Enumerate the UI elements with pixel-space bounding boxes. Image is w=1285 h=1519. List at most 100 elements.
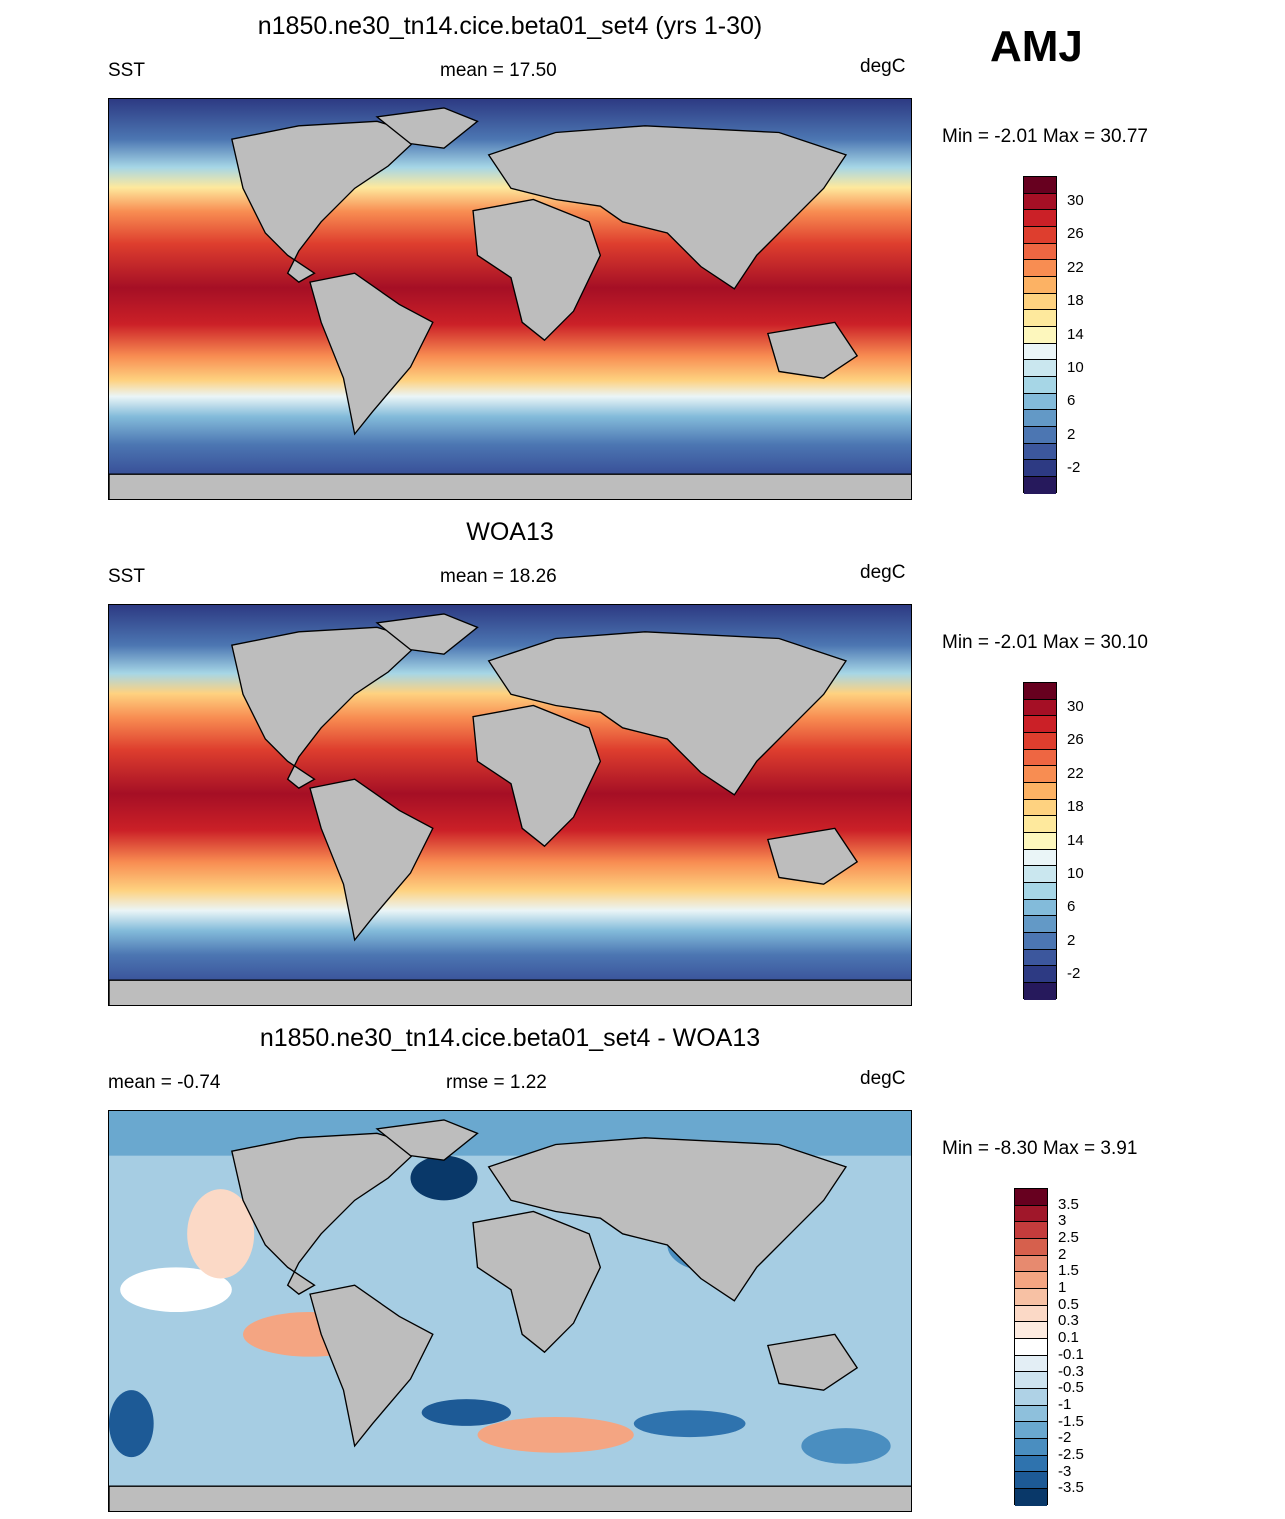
panel-1-variable-label: SST [108, 60, 145, 81]
season-label: AMJ [990, 22, 1083, 71]
colorbar-swatch [1015, 1222, 1047, 1240]
colorbar-swatch [1024, 327, 1056, 344]
colorbar-swatch [1015, 1322, 1047, 1340]
colorbar-swatch [1024, 193, 1056, 211]
colorbar-swatch [1024, 833, 1056, 850]
colorbar-tick-label: -0.1 [1058, 1345, 1084, 1363]
colorbar-swatch [1024, 310, 1056, 328]
colorbar-swatch [1015, 1439, 1047, 1456]
panel-3-units-label: degC [860, 1068, 906, 1089]
panel-3-minmax: Min = -8.30 Max = 3.91 [942, 1138, 1138, 1159]
colorbar-tick-label: 2 [1058, 1245, 1067, 1263]
colorbar-swatch [1024, 343, 1056, 361]
colorbar-swatch [1024, 749, 1056, 767]
land-masses [109, 107, 911, 499]
colorbar-swatch [1024, 766, 1056, 784]
colorbar-tick-label: -3 [1058, 1462, 1072, 1480]
colorbar-swatch [1024, 393, 1056, 411]
colorbar-swatch [1024, 816, 1056, 834]
panel-3-title: n1850.ne30_tn14.cice.beta01_set4 - WOA13 [259, 1024, 761, 1052]
panel-2-variable-label: SST [108, 566, 145, 587]
panel-1-minmax: Min = -2.01 Max = 30.77 [942, 126, 1148, 147]
colorbar-tick-label: 30 [1067, 698, 1084, 716]
colorbar-swatch [1024, 683, 1056, 700]
colorbar-swatch [1024, 410, 1056, 428]
colorbar-swatch [1015, 1389, 1047, 1406]
colorbar-tick-label: -2 [1067, 964, 1081, 982]
panel-1-mean-label: mean = 17.50 [440, 60, 557, 81]
colorbar-swatch [1024, 783, 1056, 800]
colorbar-tick-label: -1 [1058, 1395, 1072, 1413]
colorbar-tick-label: 14 [1067, 325, 1084, 343]
colorbar-swatch [1015, 1339, 1047, 1356]
colorbar-swatch [1024, 916, 1056, 934]
colorbar-swatch [1024, 716, 1056, 734]
panel-2-minmax: Min = -2.01 Max = 30.10 [942, 632, 1148, 653]
colorbar-swatch [1015, 1305, 1047, 1323]
colorbar-swatch [1024, 733, 1056, 750]
colorbar-tick-label: -2 [1067, 458, 1081, 476]
colorbar-swatch [1024, 699, 1056, 717]
panel-2-units-label: degC [860, 562, 906, 583]
colorbar-tick-label: -3.5 [1058, 1479, 1084, 1497]
colorbar-swatch [1024, 966, 1056, 984]
colorbar-tick-label: 2 [1067, 931, 1076, 949]
colorbar-tick-label: 3.5 [1058, 1195, 1079, 1213]
colorbar-swatch [1024, 260, 1056, 278]
colorbar-tick-label: 26 [1067, 225, 1084, 243]
colorbar-tick-label: -1.5 [1058, 1412, 1084, 1430]
panel-1-units-label: degC [860, 56, 906, 77]
colorbar-tick-label: 1 [1058, 1279, 1067, 1297]
panel-1-map [108, 98, 912, 500]
colorbar-swatch [1015, 1255, 1047, 1273]
colorbar-tick-label: -0.3 [1058, 1362, 1084, 1380]
colorbar-tick-label: 1.5 [1058, 1262, 1079, 1280]
colorbar-swatch [1015, 1489, 1047, 1506]
colorbar-swatch [1015, 1272, 1047, 1290]
colorbar-swatch [1024, 377, 1056, 394]
colorbar-swatch [1015, 1455, 1047, 1473]
colorbar-swatch [1024, 460, 1056, 478]
colorbar-tick-label: 6 [1067, 392, 1076, 410]
panel-3-rmse-label: rmse = 1.22 [446, 1072, 547, 1093]
colorbar-swatch [1015, 1405, 1047, 1423]
panel-3-map [108, 1110, 912, 1512]
sst-difference-map [109, 1111, 911, 1511]
sst-map-model [109, 99, 911, 499]
colorbar-swatch [1015, 1422, 1047, 1440]
colorbar-tick-label: 10 [1067, 358, 1084, 376]
colorbar-swatch [1024, 849, 1056, 867]
colorbar-tick-label: 30 [1067, 192, 1084, 210]
colorbar-swatch [1024, 983, 1056, 1000]
panel-2-map [108, 604, 912, 1006]
colorbar-swatch [1024, 427, 1056, 444]
colorbar-swatch [1024, 899, 1056, 917]
land-masses [109, 1119, 911, 1511]
colorbar-tick-label: 22 [1067, 258, 1084, 276]
colorbar-tick-label: 18 [1067, 798, 1084, 816]
colorbar-tick-label: 0.3 [1058, 1312, 1079, 1330]
sst-map-obs [109, 605, 911, 1005]
colorbar-tick-label: 14 [1067, 831, 1084, 849]
colorbar-swatch [1024, 799, 1056, 817]
colorbar-tick-label: 2 [1067, 425, 1076, 443]
colorbar-swatch [1024, 949, 1056, 967]
colorbar-swatch [1015, 1189, 1047, 1206]
colorbar-swatch [1024, 210, 1056, 228]
colorbar-swatch [1024, 883, 1056, 900]
colorbar-swatch [1024, 277, 1056, 294]
panel-1-title: n1850.ne30_tn14.cice.beta01_set4 (yrs 1-… [257, 12, 763, 40]
colorbar-tick-label: 22 [1067, 764, 1084, 782]
colorbar-swatch [1024, 866, 1056, 884]
difference-anomalies [109, 1111, 911, 1464]
colorbar-swatch [1024, 443, 1056, 461]
colorbar-swatch [1024, 933, 1056, 950]
colorbar-swatch [1024, 477, 1056, 494]
land-masses [109, 613, 911, 1005]
colorbar-tick-label: -2 [1058, 1429, 1072, 1447]
colorbar-swatch [1024, 227, 1056, 244]
colorbar-swatch [1024, 243, 1056, 261]
colorbar-tick-label: -0.5 [1058, 1379, 1084, 1397]
panel-2-title: WOA13 [466, 518, 554, 546]
colorbar-swatch [1024, 177, 1056, 194]
